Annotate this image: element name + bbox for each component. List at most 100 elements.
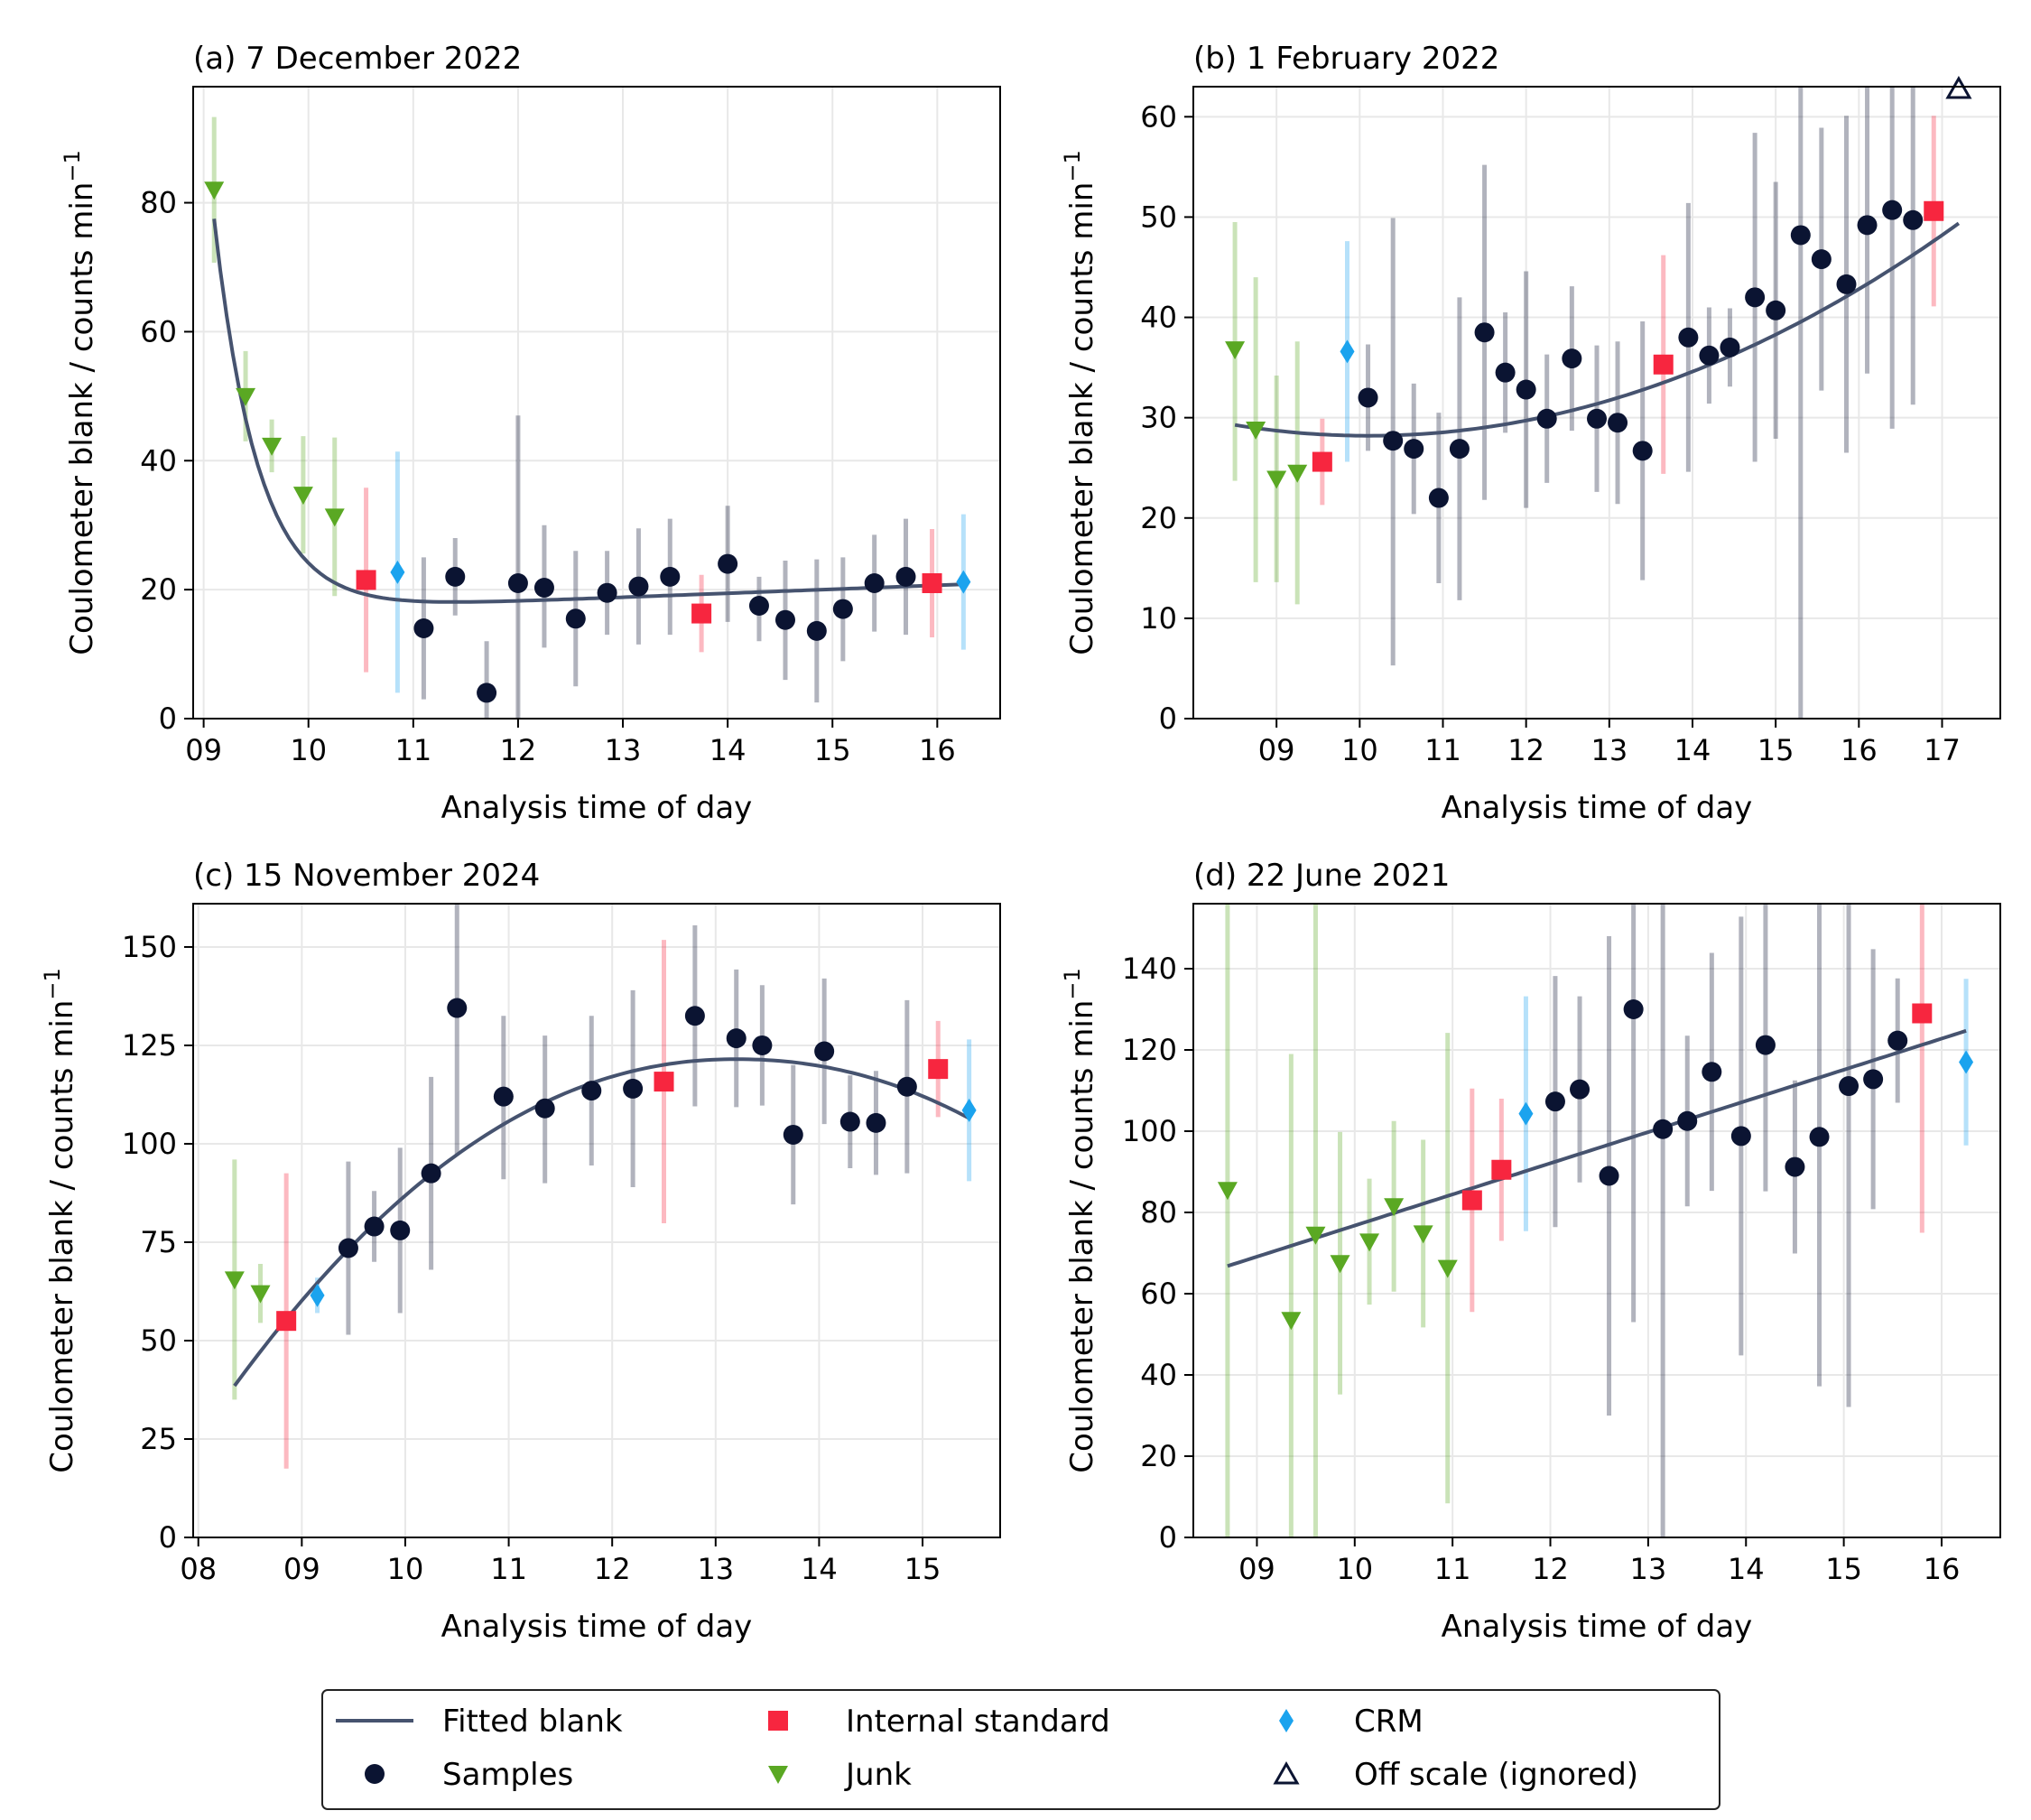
plot-area bbox=[1225, 87, 1961, 719]
samples-point bbox=[895, 566, 916, 587]
panel-title: (d) 22 June 2021 bbox=[1193, 858, 1450, 894]
samples-point bbox=[493, 1086, 514, 1107]
samples-point bbox=[718, 553, 738, 574]
legend-junk-icon-point bbox=[768, 1766, 788, 1784]
crm-point bbox=[956, 570, 971, 594]
samples-point bbox=[1811, 249, 1832, 270]
x-tick-label: 12 bbox=[594, 1552, 631, 1586]
samples-point bbox=[814, 1041, 835, 1062]
x-tick-label: 10 bbox=[290, 733, 327, 767]
fitted-blank-curve bbox=[212, 218, 964, 604]
samples-point bbox=[1536, 408, 1557, 429]
x-tick-label: 13 bbox=[605, 733, 642, 767]
legend: Fitted blank Samples Internal standard Junk… bbox=[321, 1689, 1720, 1810]
y-tick-label: 80 bbox=[1140, 1195, 1177, 1230]
y-tick-label: 20 bbox=[140, 572, 177, 607]
internal-point bbox=[356, 570, 376, 590]
samples-point bbox=[1836, 274, 1857, 294]
samples-point bbox=[726, 1028, 747, 1049]
panel-title: (b) 1 February 2022 bbox=[1193, 41, 1499, 77]
samples-point bbox=[390, 1220, 411, 1240]
panel-title: (a) 7 December 2022 bbox=[193, 41, 522, 77]
samples-point bbox=[1678, 327, 1699, 348]
crm-point bbox=[961, 1098, 977, 1122]
legend-frame bbox=[321, 1689, 1720, 1810]
junk-point bbox=[1217, 1182, 1238, 1201]
legend-item-fit: Fitted blank bbox=[336, 1704, 623, 1740]
legend-item-samples: Samples bbox=[365, 1757, 573, 1793]
samples-point bbox=[660, 566, 681, 587]
y-axis-label-sup: −1 bbox=[60, 150, 85, 181]
junk-point bbox=[236, 387, 256, 406]
y-tick-label: 25 bbox=[140, 1422, 177, 1456]
samples-point bbox=[1544, 1091, 1565, 1112]
internal-point bbox=[1912, 1003, 1933, 1024]
y-tick-label: 140 bbox=[1122, 952, 1177, 986]
legend-label: CRM bbox=[1354, 1704, 1424, 1740]
y-tick-label: 20 bbox=[1140, 501, 1177, 535]
x-tick-label: 11 bbox=[1424, 733, 1461, 767]
junk-point bbox=[1359, 1233, 1380, 1252]
plot-area bbox=[1217, 904, 1974, 1537]
grid bbox=[1193, 904, 2000, 1538]
y-tick-label: 0 bbox=[1159, 701, 1177, 736]
y-tick-label: 40 bbox=[140, 443, 177, 478]
crm-point bbox=[1340, 339, 1355, 364]
fitted-blank-curve bbox=[1227, 1028, 1967, 1268]
samples-point bbox=[1809, 1127, 1830, 1147]
samples-point bbox=[1587, 408, 1607, 429]
samples-point bbox=[477, 682, 497, 703]
junk-point bbox=[1281, 1312, 1302, 1331]
samples-point bbox=[507, 573, 528, 593]
y-tick-label: 50 bbox=[1140, 200, 1177, 234]
x-tick-label: 15 bbox=[814, 733, 851, 767]
samples-point bbox=[1903, 209, 1924, 230]
y-tick-label: 75 bbox=[140, 1225, 177, 1259]
samples-point bbox=[1404, 439, 1424, 460]
y-axis-label-sup: −1 bbox=[40, 968, 65, 999]
y-tick-label: 0 bbox=[1159, 1520, 1177, 1555]
x-tick-label: 12 bbox=[500, 733, 537, 767]
x-tick-label: 17 bbox=[1924, 733, 1961, 767]
samples-point bbox=[1562, 348, 1582, 369]
x-tick-label: 10 bbox=[387, 1552, 424, 1586]
samples-point bbox=[565, 608, 586, 629]
x-tick-label: 16 bbox=[919, 733, 956, 767]
samples-point bbox=[364, 1216, 385, 1237]
offscale-point bbox=[1945, 75, 1972, 99]
junk-point bbox=[1246, 422, 1266, 440]
grid bbox=[193, 87, 1000, 720]
panel-a: 09 10 11 12 13 14 15 16 0 20 40 60 80 (a) 7 December … bbox=[60, 41, 1001, 826]
legend-label: Samples bbox=[442, 1757, 573, 1793]
samples-point bbox=[1599, 1165, 1619, 1186]
y-axis-label-sup: −1 bbox=[1060, 968, 1085, 999]
x-tick-label: 16 bbox=[1924, 1552, 1961, 1586]
junk-point bbox=[1437, 1259, 1458, 1278]
legend-samples-icon-point bbox=[365, 1764, 385, 1784]
x-axis-label: Analysis time of day bbox=[441, 1609, 753, 1645]
legend-label: Fitted blank bbox=[442, 1704, 623, 1740]
y-tick-label: 40 bbox=[1140, 301, 1177, 335]
samples-point bbox=[748, 596, 769, 616]
y-axis-label: Coulometer blank / counts min−1 bbox=[40, 968, 80, 1473]
axes-frame bbox=[1192, 903, 2001, 1538]
samples-point bbox=[1474, 322, 1495, 343]
samples-point bbox=[1653, 1119, 1674, 1139]
x-axis-label: Analysis time of day bbox=[1442, 1609, 1753, 1645]
x-tick-label: 15 bbox=[904, 1552, 941, 1586]
samples-point bbox=[1677, 1110, 1698, 1131]
legend-item-offscale: Off scale (ignored) bbox=[1273, 1757, 1638, 1793]
y-axis-label-sup: −1 bbox=[1060, 150, 1085, 181]
x-tick-label: 08 bbox=[180, 1552, 217, 1586]
x-tick-label: 15 bbox=[1757, 733, 1795, 767]
y-tick-label: 120 bbox=[1122, 1033, 1177, 1067]
internal-point bbox=[1924, 200, 1944, 221]
internal-point bbox=[1312, 451, 1332, 472]
samples-point bbox=[1608, 413, 1628, 433]
samples-point bbox=[1702, 1062, 1722, 1082]
samples-point bbox=[1887, 1030, 1908, 1051]
samples-point bbox=[1755, 1035, 1776, 1055]
samples-point bbox=[1428, 488, 1449, 508]
x-tick-label: 14 bbox=[1674, 733, 1711, 767]
samples-point bbox=[421, 1163, 441, 1184]
